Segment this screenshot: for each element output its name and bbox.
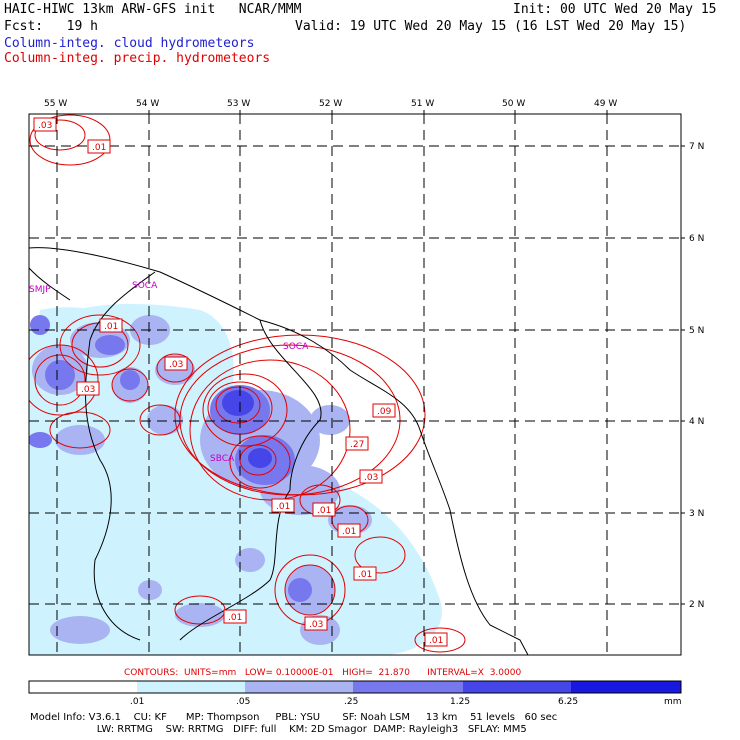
colorbar-bin (245, 681, 353, 693)
svg-text:.01: .01 (429, 636, 443, 646)
model-info-line1: Model Info: V3.6.1 CU: KF MP: Thompson P… (30, 712, 558, 723)
axis-ticks (56, 110, 685, 605)
lon-label: 50 W (502, 99, 525, 109)
svg-text:.01: .01 (104, 322, 118, 332)
colorbar (28, 680, 682, 694)
latitude-labels: 7 N 6 N 5 N 4 N 3 N 2 N (689, 142, 704, 610)
contour-label-box: .03 (359, 469, 383, 484)
forecast-hour: Fcst: 19 h (4, 19, 98, 34)
svg-text:.03: .03 (364, 473, 378, 483)
contour-label-box: .03 (304, 616, 328, 631)
colorbar-tick-label: 1.25 (450, 697, 470, 707)
svg-text:.01: .01 (342, 527, 356, 537)
lon-label: 55 W (44, 99, 67, 109)
model-info-line2: LW: RRTMG SW: RRTMG DIFF: full KM: 2D Sm… (30, 724, 527, 735)
longitude-labels: 55 W 54 W 53 W 52 W 51 W 50 W 49 W (44, 99, 617, 109)
contour-label-box: .03 (164, 356, 188, 371)
station-label: SBCA (210, 454, 235, 464)
lat-label: 2 N (689, 600, 704, 610)
svg-text:.01: .01 (92, 143, 106, 153)
contour-info: CONTOURS: UNITS=mm LOW= 0.10000E-01 HIGH… (124, 668, 522, 678)
lat-label: 3 N (689, 509, 704, 519)
colorbar-bin (29, 681, 137, 693)
contour-label-box: .09 (372, 403, 396, 418)
svg-text:.09: .09 (377, 407, 392, 417)
contour-label-box: .01 (337, 523, 361, 538)
contour-label-box: .03 (76, 381, 100, 396)
colorbar-frame (28, 680, 682, 694)
colorbar-tick-label: .05 (236, 697, 250, 707)
lon-label: 53 W (227, 99, 250, 109)
lon-label: 52 W (319, 99, 342, 109)
lat-label: 5 N (689, 326, 704, 336)
station-label: SOCA (132, 281, 158, 291)
svg-text:.01: .01 (276, 502, 290, 512)
contour-label-box: .01 (312, 502, 336, 517)
svg-text:.27: .27 (350, 440, 364, 450)
precip-contours (29, 114, 466, 653)
svg-text:.01: .01 (228, 613, 242, 623)
lon-label: 51 W (411, 99, 434, 109)
station-label: SMJP (29, 285, 51, 295)
lat-label: 7 N (689, 142, 704, 152)
svg-text:.03: .03 (81, 385, 95, 395)
lon-label: 54 W (136, 99, 159, 109)
svg-text:.03: .03 (38, 121, 52, 131)
station-labels: SMJP SOCA SOCA SBCA (29, 281, 309, 464)
contour-label-box: .01 (353, 566, 377, 581)
colorbar-bin (137, 681, 245, 693)
colorbar-tick-label: 6.25 (558, 697, 578, 707)
svg-text:.03: .03 (169, 360, 183, 370)
colorbar-tick-label: .01 (130, 697, 144, 707)
contour-label-box: .01 (271, 498, 295, 513)
colorbar-bin (571, 681, 681, 693)
map-frame (28, 113, 682, 656)
station-label: SOCA (283, 342, 309, 352)
lat-label: 6 N (689, 234, 704, 244)
lon-label: 49 W (594, 99, 617, 109)
contour-label-box: .01 (223, 609, 247, 624)
svg-text:.01: .01 (358, 570, 372, 580)
lat-label: 4 N (689, 417, 704, 427)
contour-label-box: .27 (345, 436, 369, 451)
colorbar-ticks: .01 .05 .25 1.25 6.25 mm (130, 697, 682, 707)
field-cloud-label: Column-integ. cloud hydrometeors (4, 36, 255, 51)
contour-label-box: .01 (87, 139, 111, 154)
init-time: Init: 00 UTC Wed 20 May 15 (513, 2, 717, 17)
contour-label-box: .01 (99, 318, 123, 333)
plot-title: HAIC-HIWC 13km ARW-GFS init NCAR/MMM (4, 2, 302, 17)
colorbar-tick-label: .25 (344, 697, 358, 707)
contour-label-box: .03 (33, 117, 57, 132)
colorbar-units: mm (664, 697, 682, 707)
svg-text:.03: .03 (309, 620, 323, 630)
svg-text:.01: .01 (317, 506, 331, 516)
contour-value-labels: .03 .01 .01 .03 .03 .09 .27 .03 .01 .01 … (33, 117, 448, 647)
contour-label-box: .01 (424, 632, 448, 647)
colorbar-bin (463, 681, 571, 693)
colorbar-bin (353, 681, 463, 693)
field-precip-label: Column-integ. precip. hydrometeors (4, 51, 271, 66)
lat-lon-grid (29, 114, 681, 655)
valid-time: Valid: 19 UTC Wed 20 May 15 (16 LST Wed … (295, 19, 687, 34)
